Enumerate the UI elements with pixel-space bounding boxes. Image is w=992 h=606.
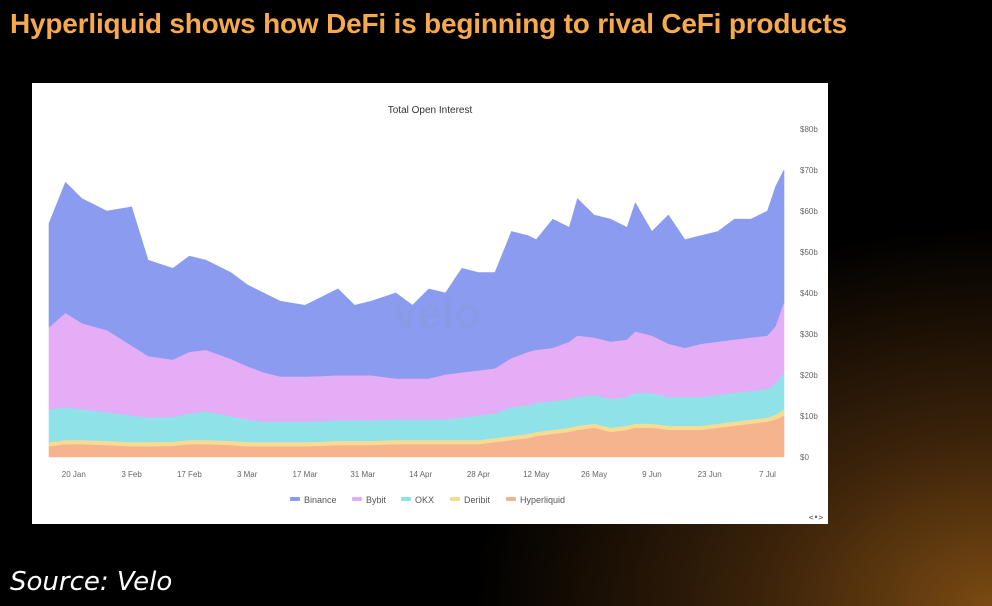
x-tick-label: 9 Jun xyxy=(642,470,662,479)
stacked-areas xyxy=(48,169,785,458)
x-tick-label: 20 Jan xyxy=(62,470,86,479)
x-tick-label: 28 Apr xyxy=(467,470,490,479)
area-hyperliquid xyxy=(48,415,785,458)
legend: Binance Bybit OKX Deribit Hyperliquid xyxy=(290,495,565,505)
y-axis: $0 $10b $20b $30b $40b $50b $60b $70b $80b xyxy=(800,125,818,462)
y-tick-label: $0 xyxy=(800,453,809,462)
legend-swatch xyxy=(506,497,516,501)
legend-swatch xyxy=(401,497,411,501)
x-tick-label: 31 Mar xyxy=(350,470,375,479)
open-interest-chart: Total Open Interest velo $0$10b$20b$30b$… xyxy=(48,105,824,522)
chart-card: Total Open Interest velo $0 $10b $20b $30b $… xyxy=(32,83,828,524)
x-axis: 20 Jan 3 Feb 17 Feb 3 Mar 17 Mar 31 Mar 14 Apr… xyxy=(62,470,776,479)
headline: Hyperliquid shows how DeFi is beginning … xyxy=(10,8,848,39)
x-tick-label: 3 Feb xyxy=(121,470,142,479)
legend-label: Binance xyxy=(304,495,337,505)
x-tick-label: 26 May xyxy=(581,470,607,479)
y-tick-label: $70b xyxy=(800,166,818,175)
x-tick-label: 7 Jul xyxy=(759,470,776,479)
legend-item-okx[interactable]: OKX xyxy=(401,495,434,505)
legend-label: Bybit xyxy=(366,495,387,505)
legend-label: Deribit xyxy=(464,495,491,505)
source-caption: Source: Velo xyxy=(10,567,173,597)
legend-item-deribit[interactable]: Deribit xyxy=(450,495,491,505)
x-tick-label: 3 Mar xyxy=(237,470,258,479)
legend-swatch xyxy=(450,497,460,501)
legend-label: Hyperliquid xyxy=(520,495,565,505)
legend-item-binance[interactable]: Binance xyxy=(290,495,337,505)
legend-item-bybit[interactable]: Bybit xyxy=(352,495,387,505)
x-tick-label: 17 Mar xyxy=(293,470,318,479)
y-tick-label: $50b xyxy=(800,248,818,257)
legend-label: OKX xyxy=(415,495,434,505)
y-tick-label: $80b xyxy=(800,125,818,134)
legend-swatch xyxy=(290,497,300,501)
y-tick-label: $10b xyxy=(800,412,818,421)
chart-title: Total Open Interest xyxy=(388,105,473,116)
x-tick-label: 23 Jun xyxy=(698,470,722,479)
legend-item-hyperliquid[interactable]: Hyperliquid xyxy=(506,495,565,505)
y-tick-label: $40b xyxy=(800,289,818,298)
velo-watermark: velo xyxy=(393,289,481,338)
chart-nav-control[interactable]: <•> xyxy=(809,513,824,522)
x-tick-label: 17 Feb xyxy=(177,470,202,479)
x-tick-label: 12 May xyxy=(523,470,549,479)
legend-swatch xyxy=(352,497,362,501)
y-tick-label: $20b xyxy=(800,371,818,380)
y-tick-label: $30b xyxy=(800,330,818,339)
y-tick-label: $60b xyxy=(800,207,818,216)
x-tick-label: 14 Apr xyxy=(409,470,432,479)
